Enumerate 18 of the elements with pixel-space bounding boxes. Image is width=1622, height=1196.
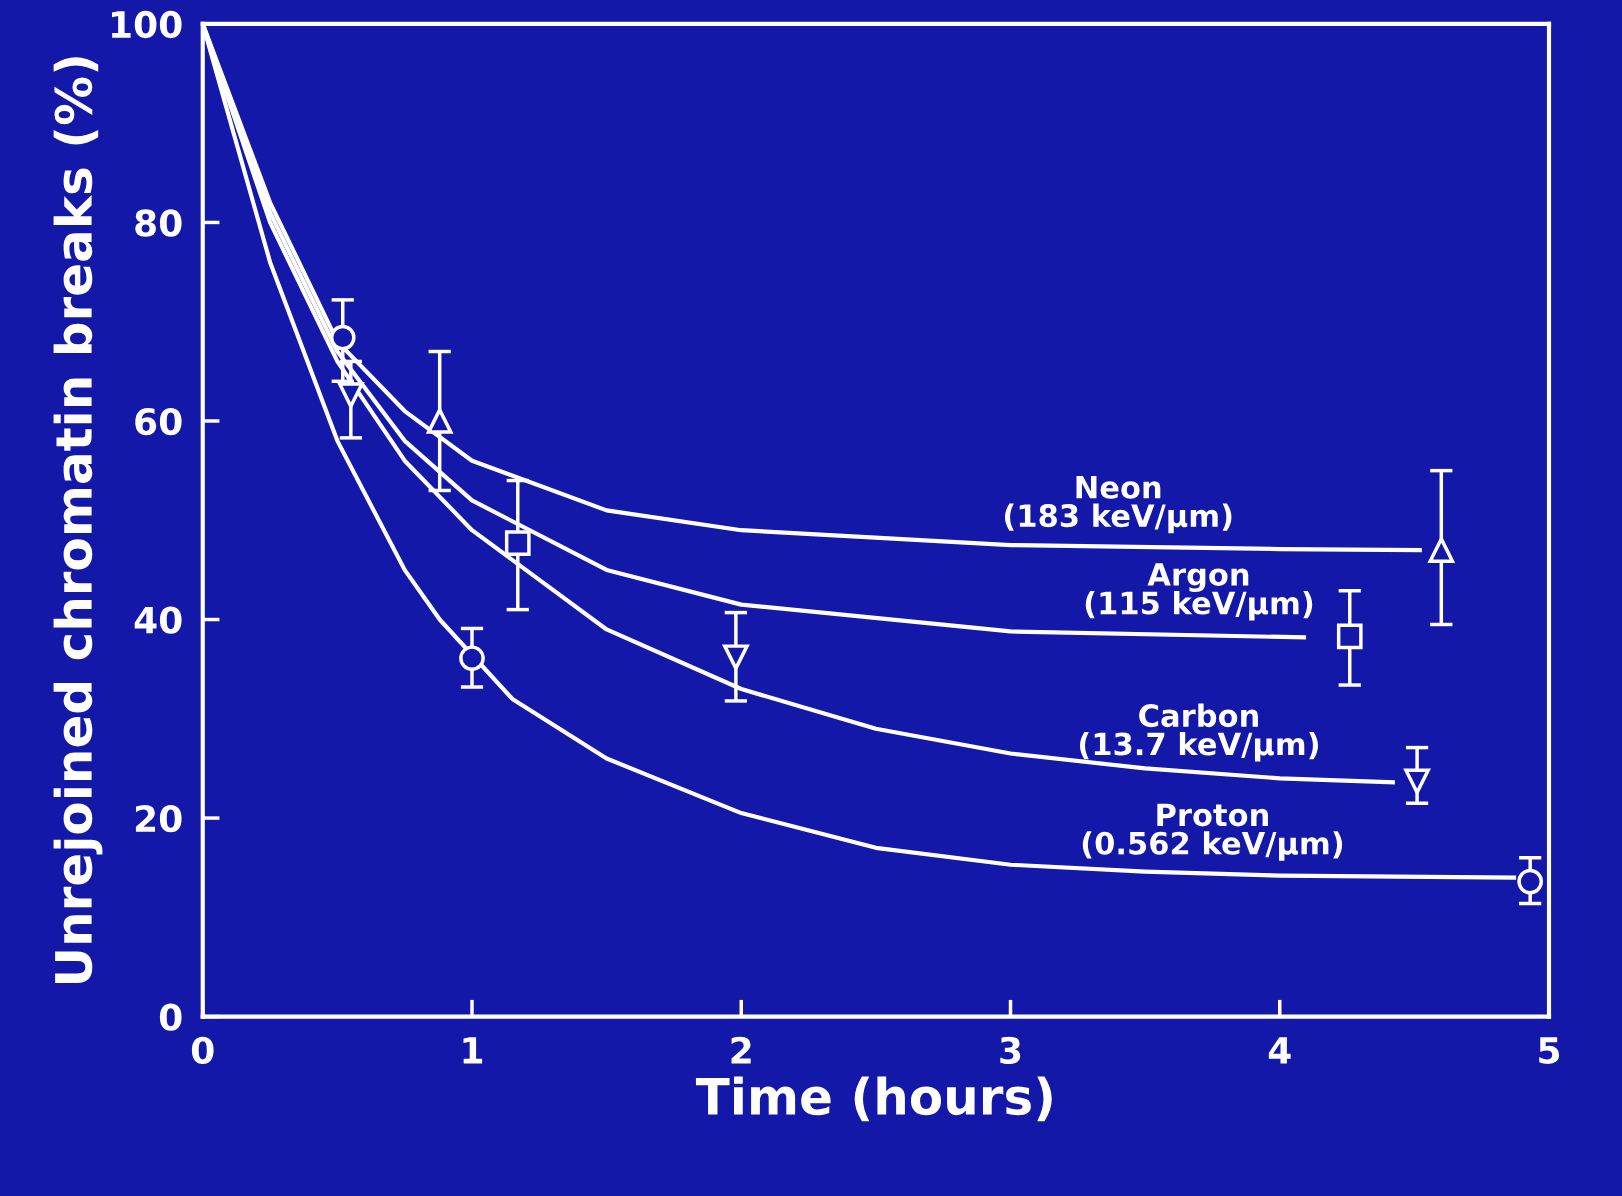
annotation: Proton (0.562 keV/μm) <box>1082 803 1343 861</box>
y-tick-label: 60 <box>135 407 182 436</box>
y-tick-label: 100 <box>112 10 182 39</box>
annotation: Carbon (13.7 keV/μm) <box>1079 703 1319 762</box>
x-axis-title: Time (hours) <box>695 1076 1052 1122</box>
y-tick-label: 40 <box>134 606 182 634</box>
x-tick-label: 0 <box>191 1036 214 1064</box>
y-tick-label: 80 <box>135 209 182 237</box>
y-tick-label: 20 <box>135 804 182 833</box>
annotation: Argon (115 keV/μm) <box>1085 563 1313 621</box>
x-tick-label: 1 <box>463 1037 483 1064</box>
annotation: Neon (183 keV/μm) <box>1004 476 1232 534</box>
y-axis-title: Unrejoined chromatin breaks (%) <box>53 57 103 983</box>
x-tick-label: 2 <box>731 1036 751 1064</box>
x-tick-label: 4 <box>1268 1037 1291 1064</box>
y-tick-label: 0 <box>159 1003 182 1031</box>
x-tick-label: 5 <box>1539 1037 1560 1064</box>
x-tick-label: 3 <box>1000 1036 1021 1064</box>
